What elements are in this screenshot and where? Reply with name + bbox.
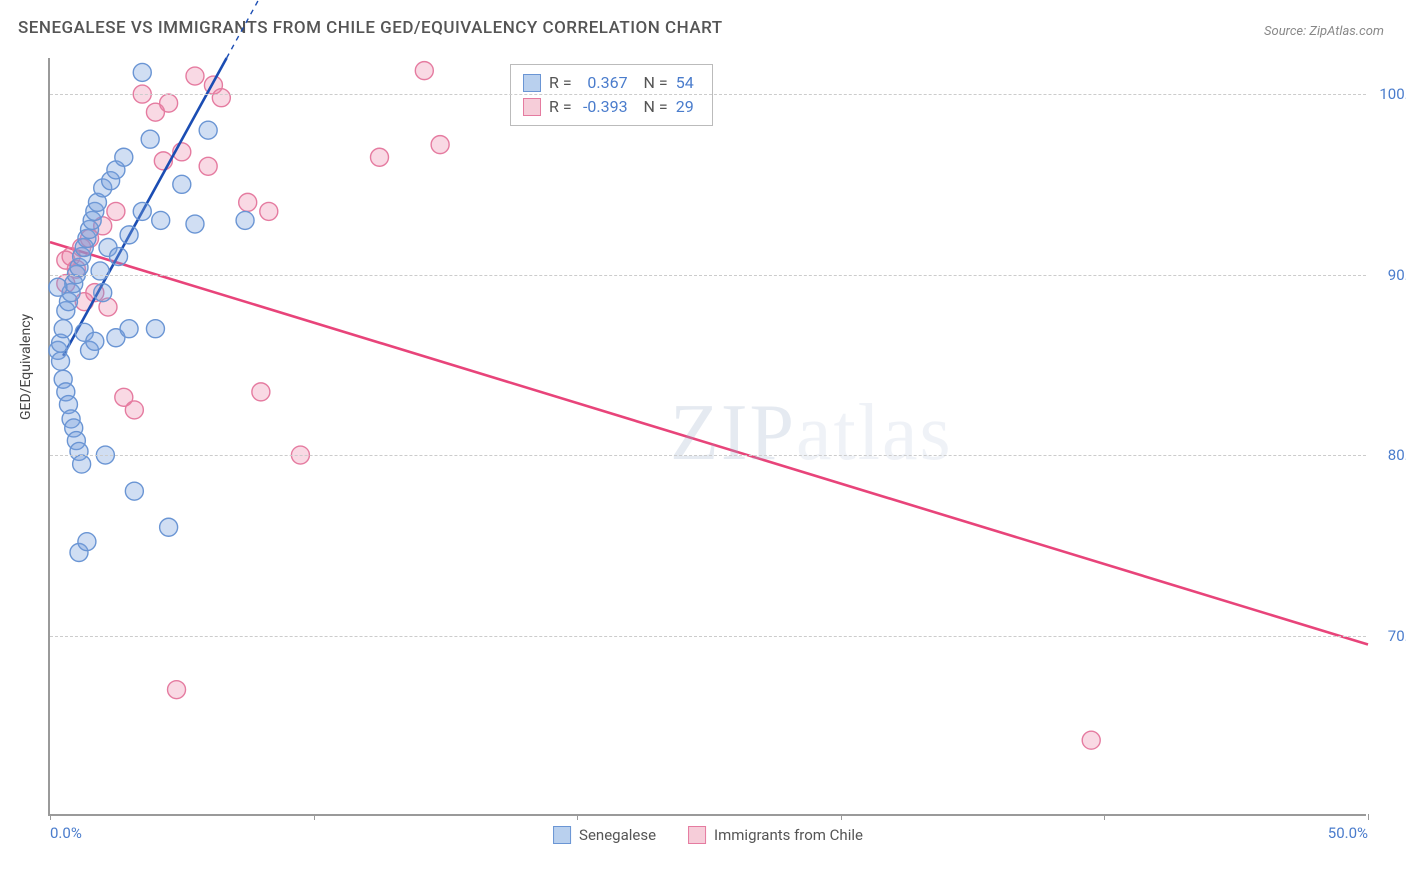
data-point (146, 320, 164, 338)
legend-stats-row-1: R = 0.367 N = 54 (523, 71, 700, 95)
bottom-legend: Senegalese Immigrants from Chile (553, 826, 863, 844)
data-point (52, 352, 70, 370)
data-point (133, 63, 151, 81)
trend-line (50, 242, 1368, 644)
data-point (110, 248, 128, 266)
data-point (186, 215, 204, 233)
x-tick (50, 814, 51, 820)
r-value-1: 0.367 (580, 71, 628, 95)
n-value-1: 54 (676, 71, 700, 95)
data-point (415, 62, 433, 80)
r-label: R = (549, 71, 572, 95)
chart-title: SENEGALESE VS IMMIGRANTS FROM CHILE GED/… (18, 18, 723, 38)
r-label: R = (549, 95, 572, 119)
x-tick-label: 50.0% (1328, 824, 1368, 842)
gridline-h (50, 455, 1366, 456)
data-point (236, 211, 254, 229)
data-point (1082, 731, 1100, 749)
swatch-series-1 (523, 74, 541, 92)
data-point (78, 533, 96, 551)
data-point (91, 262, 109, 280)
gridline-h (50, 275, 1366, 276)
data-point (199, 157, 217, 175)
chart-plot-area: ZIPatlas R = 0.367 N = 54 R = -0.393 N =… (48, 58, 1366, 816)
data-point (168, 681, 186, 699)
x-tick (577, 814, 578, 820)
data-point (107, 202, 125, 220)
n-label: N = (636, 71, 668, 95)
gridline-h (50, 636, 1366, 637)
data-point (125, 482, 143, 500)
source-attribution: Source: ZipAtlas.com (1264, 24, 1384, 39)
bottom-legend-item-2: Immigrants from Chile (688, 826, 863, 844)
legend-stats-row-2: R = -0.393 N = 29 (523, 95, 700, 119)
data-point (260, 202, 278, 220)
data-point (133, 202, 151, 220)
data-point (94, 284, 112, 302)
data-point (141, 130, 159, 148)
data-point (186, 67, 204, 85)
data-point (120, 320, 138, 338)
data-point (239, 193, 257, 211)
data-point (160, 94, 178, 112)
x-tick (841, 814, 842, 820)
data-point (431, 136, 449, 154)
data-point (212, 89, 230, 107)
y-tick-label: 70.0% (1372, 627, 1406, 645)
gridline-h (50, 94, 1366, 95)
bottom-legend-label-1: Senegalese (579, 826, 656, 844)
data-point (73, 455, 91, 473)
data-point (86, 332, 104, 350)
swatch-series-2 (523, 98, 541, 116)
data-point (199, 121, 217, 139)
data-point (371, 148, 389, 166)
data-point (115, 148, 133, 166)
y-tick-label: 100.0% (1372, 85, 1406, 103)
x-tick (1368, 814, 1369, 820)
data-point (120, 226, 138, 244)
data-point (252, 383, 270, 401)
x-tick (1104, 814, 1105, 820)
x-tick-label: 0.0% (50, 824, 82, 842)
swatch-bottom-1 (553, 826, 571, 844)
bottom-legend-item-1: Senegalese (553, 826, 656, 844)
bottom-legend-label-2: Immigrants from Chile (714, 826, 863, 844)
data-point (125, 401, 143, 419)
n-label: N = (636, 95, 668, 119)
data-point (173, 175, 191, 193)
y-tick-label: 90.0% (1372, 266, 1406, 284)
data-point (54, 320, 72, 338)
x-tick (314, 814, 315, 820)
y-tick-label: 80.0% (1372, 446, 1406, 464)
data-point (160, 518, 178, 536)
swatch-bottom-2 (688, 826, 706, 844)
n-value-2: 29 (676, 95, 700, 119)
y-axis-label: GED/Equivalency (18, 314, 34, 420)
r-value-2: -0.393 (580, 95, 628, 119)
data-point (152, 211, 170, 229)
scatter-svg (50, 58, 1368, 816)
data-point (49, 278, 67, 296)
